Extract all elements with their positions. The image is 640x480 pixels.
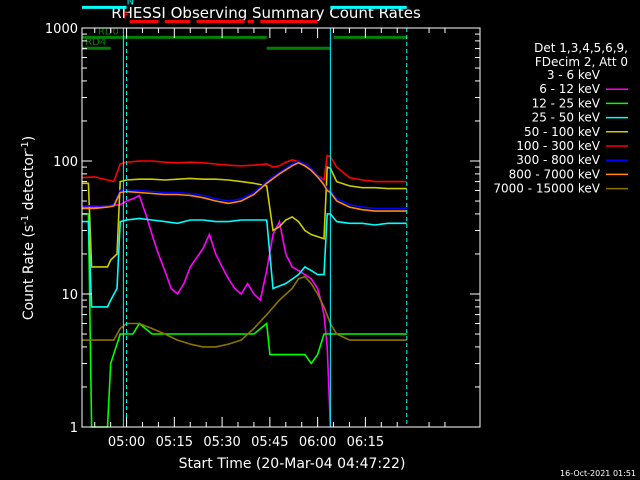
y-axis: 1 10 100 1000 (45, 22, 480, 436)
footer-timestamp: 16-Oct-2021 01:51 (560, 469, 636, 478)
legend-header-line1: Det 1,3,4,5,6,9, (534, 41, 628, 55)
flag-label: RD0 (98, 26, 119, 37)
series-lines (81, 154, 407, 428)
x-tick-label: 06:15 (347, 435, 384, 450)
y-tick-label: 1000 (45, 22, 78, 37)
y-axis-label: Count Rate (s-1 detector-1) (20, 136, 37, 320)
series-line (82, 213, 407, 308)
x-tick-label: 05:00 (108, 435, 145, 450)
series-line (82, 160, 407, 210)
series-line (81, 154, 407, 183)
y-axis-label-tail: detector (21, 151, 37, 215)
y-axis-label-sup2: -1 (20, 141, 31, 151)
y-axis-label-sup: -1 (20, 215, 31, 225)
y-axis-label-main: Count Rate (s (21, 225, 37, 320)
y-tick-label: 100 (53, 155, 78, 170)
flag-label: N (127, 0, 134, 7)
series-line (82, 165, 407, 268)
legend-label: 25 - 50 keV (532, 111, 601, 125)
legend: Det 1,3,4,5,6,9, FDecim 2, Att 0 3 - 6 k… (493, 41, 628, 196)
y-tick-label: 10 (61, 288, 78, 303)
y-tick-label: 1 (70, 421, 78, 436)
legend-label: 12 - 25 keV (532, 96, 601, 110)
x-tick-label: 05:15 (156, 435, 193, 450)
vertical-markers (122, 28, 408, 427)
series-line (82, 161, 407, 212)
plot-frame (81, 27, 481, 428)
flag-label: F (123, 10, 129, 21)
legend-label: 800 - 7000 keV (509, 167, 601, 181)
legend-label: 50 - 100 keV (524, 125, 601, 139)
legend-label: 3 - 6 keV (547, 68, 601, 82)
legend-label: 7000 - 15000 keV (493, 182, 600, 196)
legend-label: 300 - 800 keV (516, 153, 600, 167)
x-tick-label: 06:00 (299, 435, 336, 450)
x-tick-label: 05:30 (203, 435, 240, 450)
y-axis-label-close: ) (21, 136, 37, 141)
flag-label: RD4 (85, 37, 106, 48)
legend-header-line2: FDecim 2, Att 0 (535, 55, 628, 69)
x-tick-label: 05:45 (251, 435, 288, 450)
x-axis: 05:00 05:15 05:30 05:45 06:00 06:15 (94, 28, 446, 450)
series-line (82, 194, 332, 428)
series-line (82, 275, 407, 348)
legend-label: 100 - 300 keV (516, 139, 600, 153)
legend-label: 6 - 12 keV (539, 82, 601, 96)
x-axis-label: Start Time (20-Mar-04 04:47:22) (179, 456, 406, 472)
